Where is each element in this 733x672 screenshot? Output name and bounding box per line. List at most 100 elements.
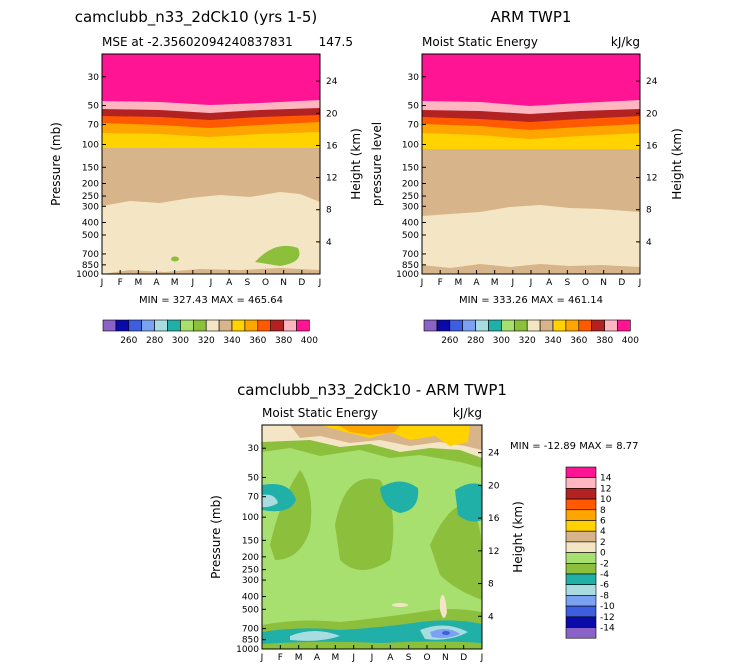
colorbar-label: 280 [467,336,484,346]
colorbar-swatch [617,319,631,332]
colorbar-label: 0 [600,549,606,559]
colorbar-label: 10 [600,495,612,505]
colorbar-label: 340 [544,336,561,346]
colorbar-swatch [565,488,597,500]
colorbar-swatch [218,319,233,332]
colorbar-swatch [423,319,438,332]
panel-model-ylabel-right: Height (km) [349,128,363,199]
colorbar-swatch [115,319,130,332]
pressure-tick-label: 300 [242,576,259,586]
colorbar-swatch [565,477,597,489]
pressure-tick-label: 200 [82,179,99,189]
contour-fill-0-streak [440,594,447,619]
contour-fill-minus2-center [335,478,394,570]
colorbar-swatch [475,319,489,332]
height-tick-label: 4 [326,238,332,248]
pressure-tick-label: 1000 [396,270,419,280]
pressure-tick-label: 200 [402,179,419,189]
colorbar-label: 300 [493,336,510,346]
colorbar-swatch [257,319,271,332]
month-tick-label: D [298,278,305,288]
pressure-tick-label: 300 [82,202,99,212]
colorbar-swatch [539,319,554,332]
contour-fill-400 [102,54,320,105]
month-tick-label: J [260,653,264,663]
month-tick-label: M [491,278,499,288]
month-tick-label: J [191,278,195,288]
panel-obs-ylabel-right: Height (km) [670,128,684,199]
pressure-tick-label: 30 [248,444,260,454]
colorbar-swatch [565,584,597,596]
month-tick-label: A [226,278,233,288]
contour-fill-minus2-left [270,470,312,560]
colorbar-swatch [591,319,605,332]
contour-fill-minus4-right [455,483,482,522]
colorbar-label: 400 [622,336,639,346]
month-tick-label: J [480,653,484,663]
month-tick-label: S [406,653,412,663]
panel-diff-height-ticks: 24 20 16 12 8 4 [478,449,500,622]
colorbar-swatch [565,319,580,332]
panel-model-colorbar: 260 280 300 320 340 360 380 400 [102,319,318,346]
colorbar-swatch [231,319,246,332]
colorbar-swatch [193,319,207,332]
month-tick-label: J [529,278,533,288]
month-tick-label: J [420,278,424,288]
colorbar-swatch [296,319,310,332]
colorbar-label: 360 [570,336,587,346]
colorbar-label: 340 [223,336,240,346]
colorbar-swatch [578,319,592,332]
pressure-tick-label: 400 [82,218,99,228]
month-tick-label: O [262,278,269,288]
pressure-tick-label: 700 [82,250,99,260]
colorbar-label: 6 [600,517,606,527]
panel-diff-ylabel: Pressure (mb) [209,495,223,579]
month-tick-label: J [638,278,642,288]
height-tick-label: 8 [646,206,652,216]
colorbar-swatch [462,319,476,332]
panel-obs-height-ticks: 24 20 16 12 8 4 [636,77,658,248]
month-tick-label: M [134,278,142,288]
colorbar-label: -4 [600,570,609,580]
panel-diff: camclubb_n33_2dCk10 - ARM TWP1 Moist Sta… [209,381,639,663]
pressure-tick-label: 150 [402,163,419,173]
colorbar-swatch [167,319,181,332]
colorbar-label: 12 [600,484,611,494]
colorbar-swatch [565,541,597,553]
colorbar-swatch [565,605,597,618]
panel-model-subtitle-right: 147.5 [319,35,353,49]
colorbar-label: 280 [146,336,163,346]
height-tick-label: 20 [488,481,500,491]
month-tick-label: J [370,653,374,663]
colorbar-swatch [205,319,220,332]
month-tick-label: A [387,653,394,663]
pressure-tick-label: 850 [242,636,259,646]
month-tick-label: N [600,278,607,288]
height-tick-label: 16 [488,514,500,524]
month-tick-label: J [511,278,515,288]
pressure-tick-label: 850 [82,261,99,271]
month-tick-label: F [278,653,283,663]
pressure-tick-label: 400 [402,218,419,228]
pressure-tick-label: 700 [402,250,419,260]
month-tick-label: S [244,278,250,288]
contour-fill-green-dot [171,256,179,262]
month-tick-label: A [314,653,321,663]
height-tick-label: 12 [646,174,657,184]
colorbar-swatch [565,595,597,607]
pressure-tick-label: 250 [242,566,259,576]
colorbar-label: 400 [301,336,318,346]
month-tick-label: S [564,278,570,288]
month-tick-label: J [351,653,355,663]
colorbar-swatch [128,319,143,332]
colorbar-swatch [565,616,597,628]
colorbar-swatch [102,319,117,332]
height-tick-label: 12 [488,547,499,557]
month-tick-label: M [171,278,179,288]
colorbar-label: 320 [198,336,215,346]
month-tick-label: N [280,278,287,288]
